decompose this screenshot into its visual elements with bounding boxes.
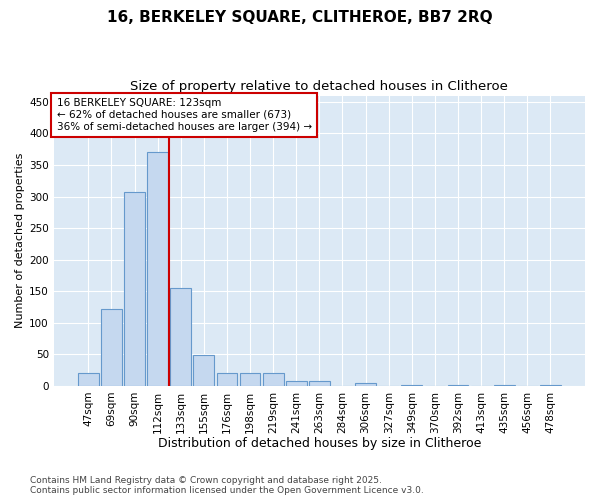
Bar [124, 192, 145, 386]
Bar [170, 288, 191, 386]
Text: 16 BERKELEY SQUARE: 123sqm
← 62% of detached houses are smaller (673)
36% of sem: 16 BERKELEY SQUARE: 123sqm ← 62% of deta… [56, 98, 311, 132]
Bar [78, 373, 99, 386]
Bar [147, 152, 168, 386]
Bar [309, 381, 330, 386]
X-axis label: Distribution of detached houses by size in Clitheroe: Distribution of detached houses by size … [158, 437, 481, 450]
Bar [286, 381, 307, 386]
Y-axis label: Number of detached properties: Number of detached properties [15, 153, 25, 328]
Bar [101, 309, 122, 386]
Text: 16, BERKELEY SQUARE, CLITHEROE, BB7 2RQ: 16, BERKELEY SQUARE, CLITHEROE, BB7 2RQ [107, 10, 493, 25]
Bar [263, 373, 284, 386]
Bar [540, 384, 561, 386]
Bar [494, 385, 515, 386]
Title: Size of property relative to detached houses in Clitheroe: Size of property relative to detached ho… [130, 80, 508, 93]
Bar [401, 385, 422, 386]
Bar [355, 384, 376, 386]
Text: Contains HM Land Registry data © Crown copyright and database right 2025.
Contai: Contains HM Land Registry data © Crown c… [30, 476, 424, 495]
Bar [239, 372, 260, 386]
Bar [217, 372, 238, 386]
Bar [193, 355, 214, 386]
Bar [448, 385, 469, 386]
